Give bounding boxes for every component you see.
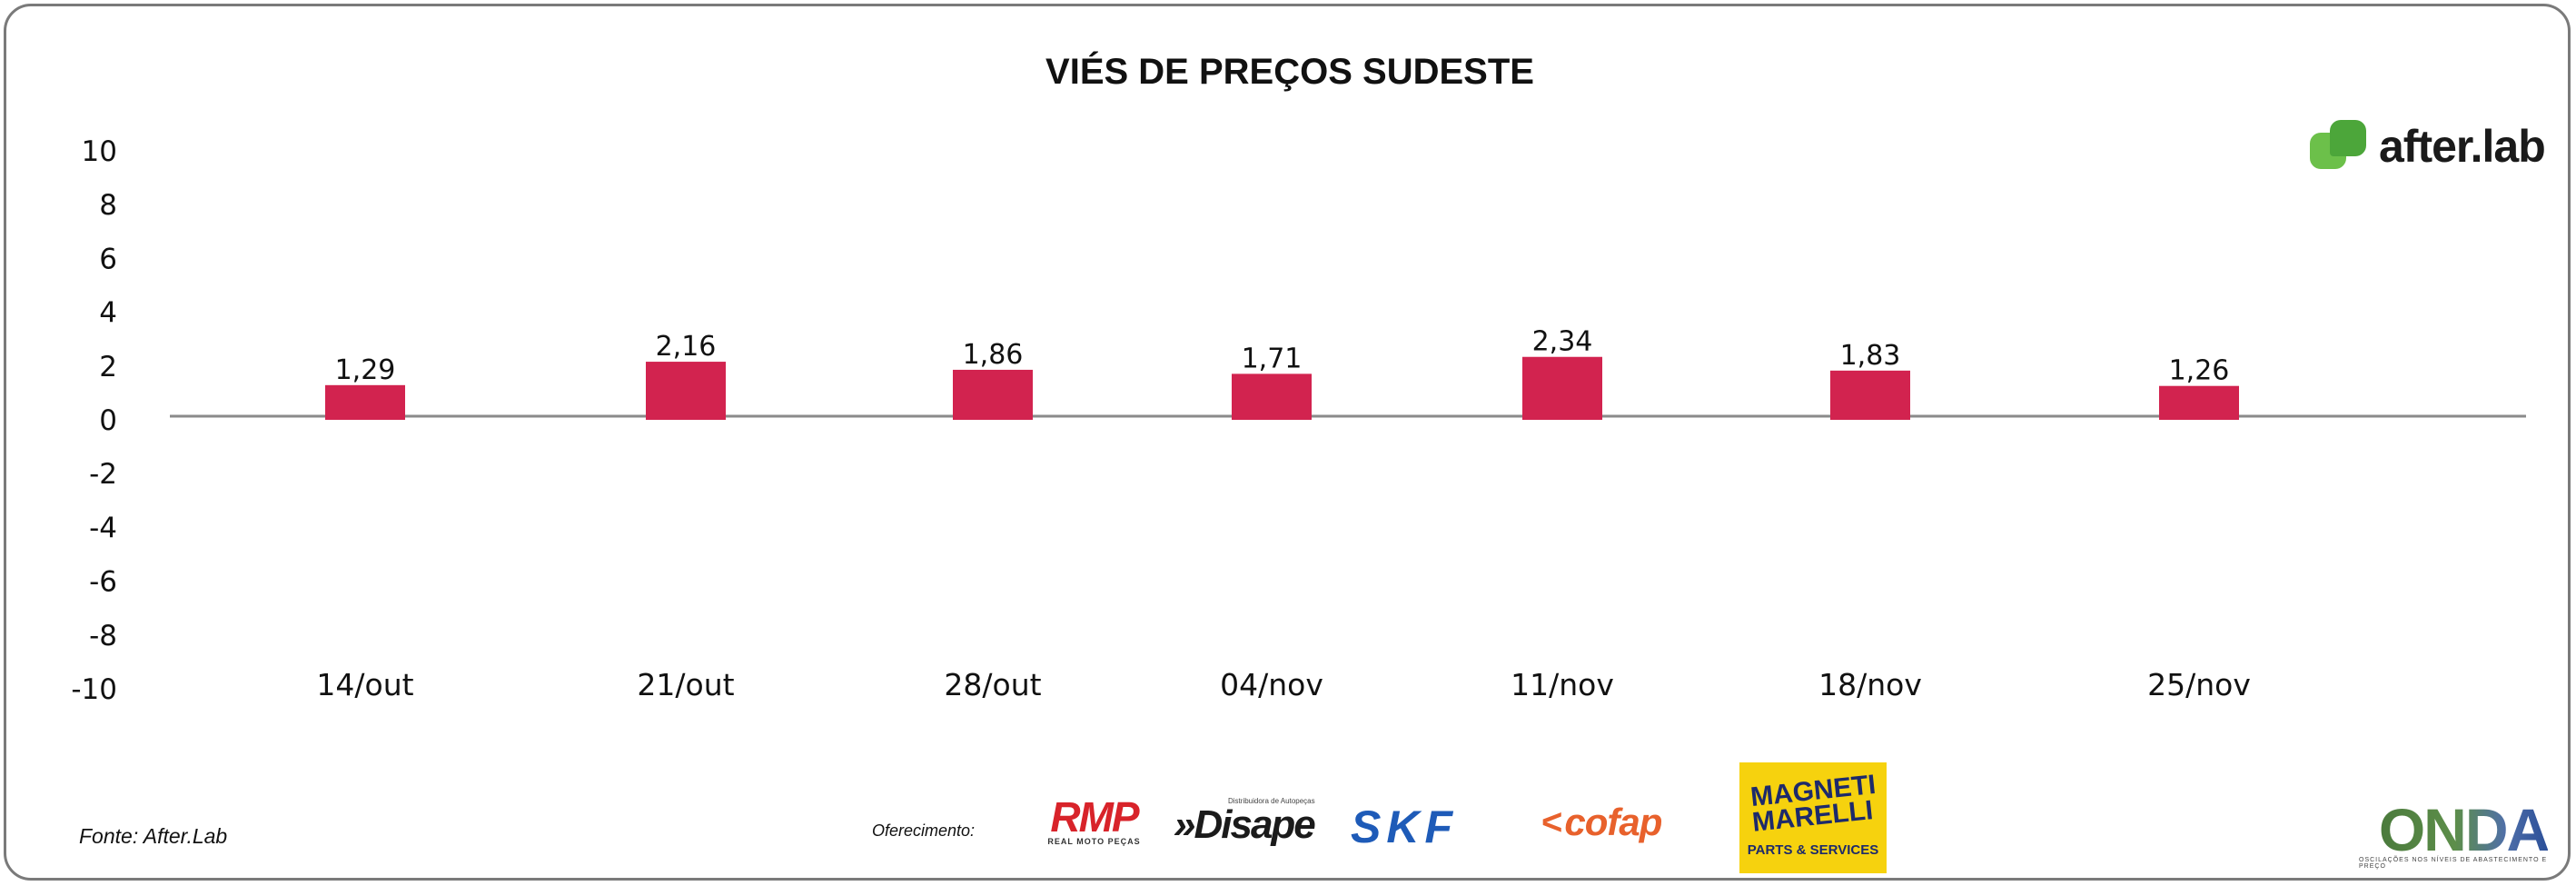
rmp-logo-text: RMP [1050, 793, 1139, 841]
bar [646, 362, 726, 420]
y-tick-label: -2 [89, 458, 117, 491]
y-tick-label: 2 [99, 351, 117, 383]
bar [953, 369, 1033, 420]
rmp-logo: RMP REAL MOTO PEÇAS [1033, 793, 1155, 848]
y-tick-label: -10 [71, 673, 117, 706]
cofap-logo-text: cofap [1564, 801, 1662, 843]
data-label: 1,86 [963, 339, 1024, 371]
x-tick-label: 18/nov [1818, 667, 1922, 702]
cofap-logo: < cofap [1541, 801, 1662, 844]
cofap-logo-icon: < [1541, 801, 1563, 842]
x-tick-label: 28/out [944, 667, 1041, 702]
y-axis-ticks: 10 8 6 4 2 0 -2 -4 -6 -8 -10 [71, 135, 117, 706]
chart-title: VIÉS DE PREÇOS SUDESTE [1045, 51, 1534, 92]
data-label: 1,29 [335, 354, 396, 386]
skf-logo-text: SKF [1351, 801, 1458, 852]
afterlab-logo-text: after.lab [2379, 121, 2546, 172]
chart-frame: VIÉS DE PREÇOS SUDESTE 10 8 6 4 2 0 -2 -4 -6 -8 -1… [4, 4, 2571, 881]
magneti-marelli-logo: MAGNETI MARELLI PARTS & SERVICES [1739, 762, 1887, 873]
chart-canvas: VIÉS DE PREÇOS SUDESTE 10 8 6 4 2 0 -2 -4 -6 -8 -1… [71, 51, 2526, 706]
x-tick-label: 11/nov [1511, 667, 1614, 702]
onda-logo: ONDA OSCILAÇÕES NOS NÍVEIS DE ABASTECIME… [2359, 796, 2568, 870]
x-tick-label: 21/out [637, 667, 734, 702]
y-tick-label: 8 [99, 189, 117, 222]
data-label: 1,83 [1840, 340, 1901, 372]
bar [1232, 373, 1312, 420]
y-tick-label: -4 [89, 512, 117, 544]
disape-logo-subtext: Distribuidora de Autopeças [1228, 797, 1315, 805]
source-text: Fonte: After.Lab [79, 824, 228, 848]
onda-logo-subtext: OSCILAÇÕES NOS NÍVEIS DE ABASTECIMENTO E… [2359, 857, 2548, 870]
data-label: 1,71 [1242, 343, 1303, 374]
y-tick-label: 10 [82, 135, 117, 168]
sponsor-label: Oferecimento: [872, 821, 976, 840]
x-axis-ticks: 14/out 21/out 28/out 04/nov 11/nov 18/nov 25/n… [316, 667, 2250, 702]
skf-logo: SKF [1351, 801, 1458, 853]
y-tick-label: -6 [89, 566, 117, 599]
data-label: 2,34 [1532, 326, 1593, 358]
y-tick-label: 6 [99, 243, 117, 275]
data-labels-group: 1,29 2,16 1,86 1,71 2,34 1,83 1,26 [335, 326, 2230, 387]
x-tick-label: 14/out [316, 667, 413, 702]
afterlab-logo-icon [2310, 120, 2372, 173]
y-tick-label: -8 [89, 620, 117, 652]
data-label: 1,26 [2169, 355, 2230, 387]
rmp-logo-subtext: REAL MOTO PEÇAS [1047, 837, 1141, 846]
disape-logo-text: »Disape [1174, 802, 1316, 847]
marelli-logo-subtext: PARTS & SERVICES [1747, 841, 1879, 858]
x-tick-label: 04/nov [1220, 667, 1323, 702]
afterlab-logo: after.lab [2310, 119, 2546, 174]
y-tick-label: 0 [99, 404, 117, 437]
y-tick-label: 4 [99, 297, 117, 330]
onda-logo-text: ONDA [2378, 796, 2550, 863]
disape-logo: Distribuidora de Autopeças »Disape [1174, 797, 1316, 847]
bars-group [325, 356, 2239, 420]
bar [325, 384, 405, 420]
bar [1522, 356, 1602, 420]
x-tick-label: 25/nov [2147, 667, 2251, 702]
bar [2159, 385, 2239, 420]
data-label: 2,16 [656, 331, 717, 363]
bar [1830, 370, 1910, 420]
